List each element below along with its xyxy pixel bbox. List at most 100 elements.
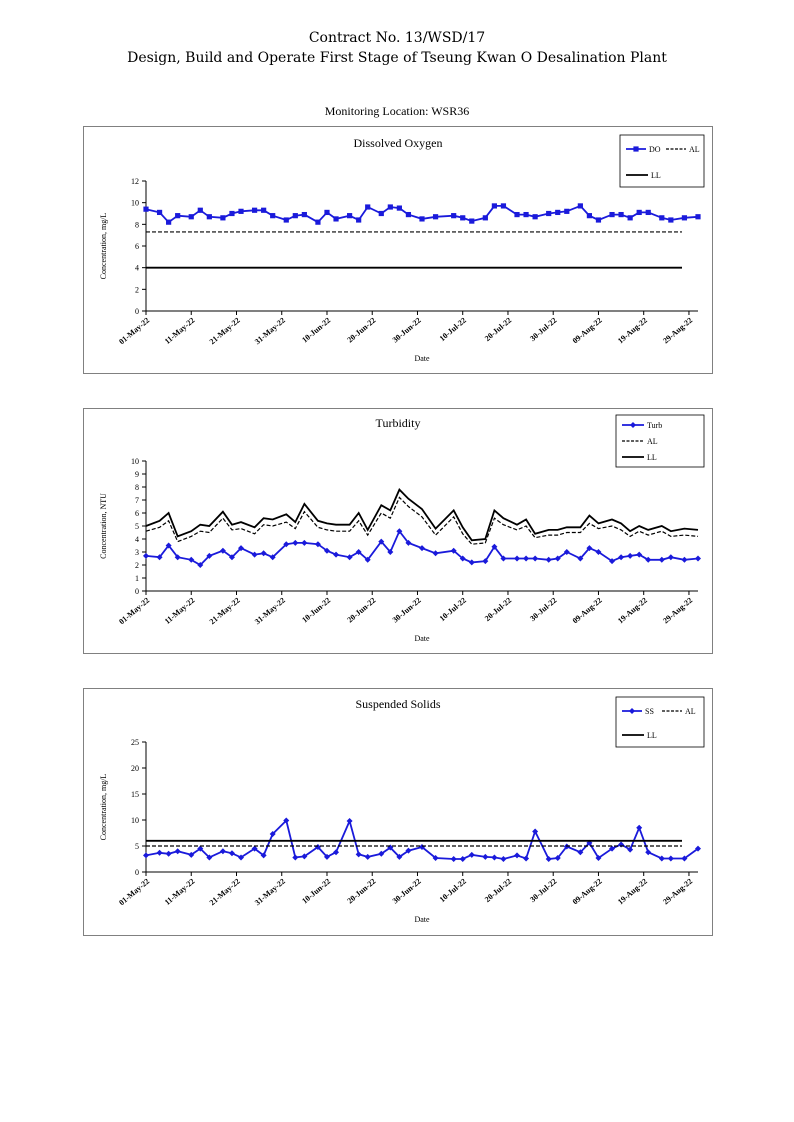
turbidity-series-turb-point [500, 555, 507, 562]
suspended-solids-series-ss-point [514, 852, 521, 859]
turbidity-series-turb-point [627, 552, 634, 559]
suspended-solids-series-ss-point [346, 818, 353, 825]
turbidity-legend-al-label: AL [647, 437, 658, 446]
dissolved-oxygen-series-do-point [292, 213, 298, 219]
suspended-solids-x-tick-label: 11-May-22 [163, 877, 197, 907]
dissolved-oxygen-series-do-point [555, 209, 561, 216]
dissolved-oxygen-x-tick-label: 20-Jun-22 [346, 316, 378, 345]
document-header: Contract No. 13/WSD/17 Design, Build and… [0, 28, 794, 68]
dissolved-oxygen-y-tick-label: 0 [135, 307, 139, 316]
suspended-solids-y-tick-label: 5 [135, 842, 139, 851]
suspended-solids-series-ss-point [260, 852, 267, 859]
suspended-solids-series-ss-point [577, 849, 584, 856]
turbidity-series-turb-point [165, 542, 172, 549]
dissolved-oxygen-x-tick-label: 19-Aug-22 [616, 316, 649, 346]
turbidity-series-turb-point [206, 552, 213, 559]
dissolved-oxygen-series-do-point [546, 210, 552, 217]
turbidity-series-turb-point [577, 555, 584, 562]
turbidity-series-turb-point [378, 538, 385, 545]
suspended-solids-series-ss-point [482, 853, 489, 860]
turbidity-series-turb-point [695, 555, 701, 562]
turbidity-series-turb-point [482, 558, 489, 565]
dissolved-oxygen-series-do-point [595, 217, 602, 223]
dissolved-oxygen-series-do-point [618, 211, 624, 218]
monitoring-location: Monitoring Location: WSR36 [324, 104, 470, 118]
suspended-solids-series-ss-point [355, 851, 362, 858]
turbidity-y-tick-label: 3 [135, 548, 139, 557]
turbidity-legend-turb-marker [630, 422, 636, 428]
dissolved-oxygen-legend-ll-label: LL [651, 171, 661, 180]
turbidity-series-turb-point [219, 547, 226, 554]
dissolved-oxygen-series-do-point [270, 213, 276, 219]
turbidity-series-turb-point [260, 550, 267, 557]
dissolved-oxygen-series-do-point [514, 211, 520, 218]
turbidity-series-turb-point [532, 555, 539, 562]
dissolved-oxygen-series-do-point [500, 203, 507, 209]
suspended-solids-y-tick-label: 20 [131, 764, 139, 773]
dissolved-oxygen-series-do-point [315, 219, 321, 225]
dissolved-oxygen-series-do-point [365, 204, 371, 210]
dissolved-oxygen-chart: Dissolved Oxygen 0 2 4 6 8 10 12 01-May-22 11-May… [99, 134, 705, 363]
suspended-solids-series-ss-point [595, 854, 602, 861]
suspended-solids-y-tick-label: 10 [131, 816, 139, 825]
suspended-solids-series-ss-point [500, 856, 507, 862]
dissolved-oxygen-series-do-point [405, 211, 412, 218]
turbidity-series-turb-point [387, 549, 394, 555]
suspended-solids-chart: Suspended Solids 0 5 10 15 20 25 01-May-22 11-Ma… [99, 696, 705, 924]
suspended-solids-x-tick-label: 01-May-22 [117, 877, 151, 908]
suspended-solids-series-ss-point [156, 849, 163, 856]
turbidity-series-turb-point [681, 556, 688, 563]
dissolved-oxygen-series-do-point [166, 219, 172, 225]
suspended-solids-series-ss-point [174, 848, 181, 855]
suspended-solids-series-ss-point [554, 854, 561, 861]
suspended-solids-series-ss-point [269, 831, 276, 838]
dissolved-oxygen-series-do-point [356, 217, 362, 223]
turbidity-x-tick-label: 20-Jun-22 [346, 596, 378, 625]
turbidity-series-turb-point [432, 550, 439, 557]
dissolved-oxygen-y-tick-label: 10 [131, 199, 139, 208]
turbidity-x-tick-label: 30-Jul-22 [528, 596, 558, 623]
turbidity-y-tick-label: 6 [135, 509, 139, 518]
suspended-solids-series-ss-point [459, 856, 466, 862]
suspended-solids-x-tick-label: 30-Jul-22 [528, 877, 558, 904]
turbidity-series-turb-point [314, 541, 321, 548]
turbidity-x-tick-label: 19-Aug-22 [616, 596, 649, 626]
dissolved-oxygen-x-tick-label: 10-Jun-22 [300, 316, 332, 345]
suspended-solids-series-ss-point [405, 847, 412, 854]
chart-panel-dissolved-oxygen: Dissolved Oxygen 0 2 4 6 8 10 12 01-May-22 11-May… [83, 126, 713, 374]
turbidity-series-turb-point [346, 554, 353, 561]
turbidity-legend-ll-label: LL [647, 453, 657, 462]
dissolved-oxygen-series-do-point [251, 207, 258, 213]
suspended-solids-x-tick-label: 20-Jul-22 [483, 877, 513, 904]
dissolved-oxygen-series-do-point [681, 215, 688, 221]
dissolved-oxygen-legend-do-marker [633, 146, 639, 152]
dissolved-oxygen-x-tick-label: 10-Jul-22 [438, 316, 468, 343]
suspended-solids-x-tick-label: 19-Aug-22 [616, 877, 649, 907]
turbidity-series-turb-point [636, 551, 643, 558]
dissolved-oxygen-series-do-point [156, 209, 163, 216]
suspended-solids-legend-al-label: AL [685, 707, 696, 716]
dissolved-oxygen-series-do-point [668, 217, 674, 223]
dissolved-oxygen-series-do-point [577, 203, 583, 209]
dissolved-oxygen-series-do-point [175, 213, 181, 219]
dissolved-oxygen-series-do-point [586, 213, 593, 219]
project-title: Design, Build and Operate First Stage of… [127, 50, 667, 66]
dissolved-oxygen-x-tick-label: 11-May-22 [163, 316, 197, 346]
turbidity-series-turb-point [174, 554, 181, 561]
dissolved-oxygen-legend-box [619, 134, 705, 188]
suspended-solids-series-ss-point [396, 853, 403, 860]
turbidity-series-turb-point [292, 539, 299, 546]
turbidity-series-turb-point [545, 556, 552, 563]
turbidity-legend-turb-label: Turb [647, 421, 662, 430]
dissolved-oxygen-series-do-point [301, 211, 307, 218]
turbidity-y-axis-label: Concentration, NTU [99, 493, 108, 559]
turbidity-series-turb-point [667, 554, 674, 561]
suspended-solids-legend-ll-label: LL [647, 731, 657, 740]
turbidity-series-turb-point [251, 551, 258, 558]
turbidity-series-turb-point [459, 555, 466, 562]
dissolved-oxygen-series-do-point [460, 215, 466, 221]
suspended-solids-series-ss-point [143, 852, 149, 859]
turbidity-x-tick-label: 29-Aug-22 [661, 596, 694, 626]
dissolved-oxygen-series-do-point [229, 210, 235, 217]
suspended-solids-series-ss-point [450, 856, 457, 862]
